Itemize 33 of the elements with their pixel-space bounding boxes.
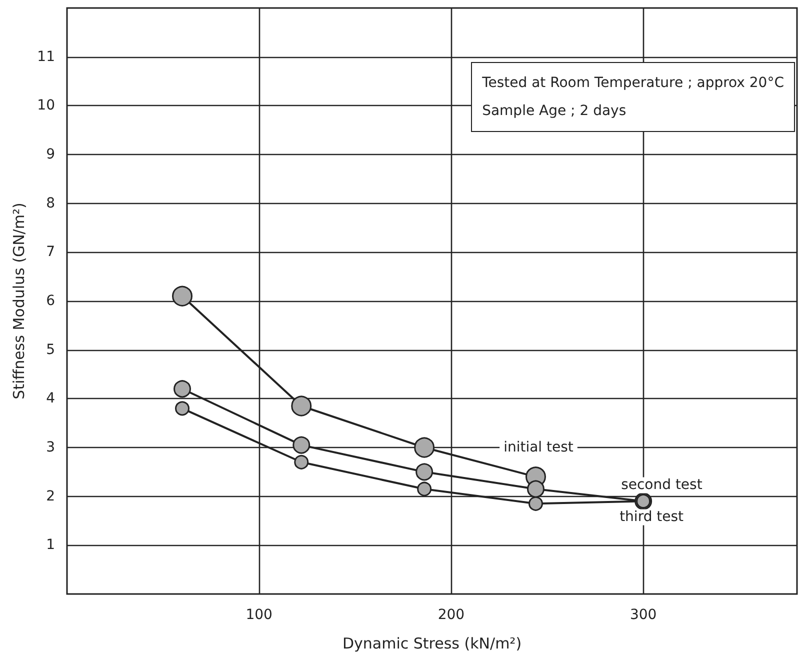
y-tick-label: 7	[46, 244, 55, 260]
point	[527, 480, 544, 498]
x-tick-label: 300	[630, 607, 657, 623]
y-tick-label: 1	[46, 537, 55, 554]
annotation: Tested at Room Temperature ; approx 20°C	[482, 74, 784, 93]
point	[414, 437, 435, 458]
x-tick-label: 200	[438, 607, 465, 623]
point	[291, 396, 312, 416]
series-label: second test	[621, 477, 703, 494]
series-label: initial test	[504, 440, 574, 456]
point	[294, 454, 309, 470]
y-tick-label: 11	[37, 48, 55, 65]
x-tick-label: 100	[246, 607, 272, 623]
y-tick-label: 8	[46, 195, 55, 212]
point	[417, 482, 432, 496]
y-axis-title: Stiffness Modulus (GN/m²)	[10, 202, 28, 400]
point	[175, 401, 190, 416]
note-box: Tested at Room Temperature ; approx 20°C Sample Age ; 2 days	[471, 62, 795, 132]
y-tick-label: 4	[46, 390, 56, 407]
y-tick-label: 2	[46, 488, 55, 504]
point	[528, 496, 543, 511]
point	[172, 286, 193, 306]
annotation: Sample Age ; 2 days	[482, 102, 628, 121]
y-tick-label: 9	[46, 146, 55, 162]
y-tick-label: 6	[46, 293, 56, 309]
y-tick-label: 3	[46, 440, 55, 456]
point	[174, 380, 192, 398]
y-tick-label: 10	[37, 98, 55, 114]
y-tick-label: 5	[46, 342, 55, 358]
point	[416, 463, 434, 481]
series-label: third test	[620, 509, 684, 526]
point	[292, 436, 310, 454]
x-axis-title: Dynamic Stress (kN/m²)	[342, 634, 522, 652]
